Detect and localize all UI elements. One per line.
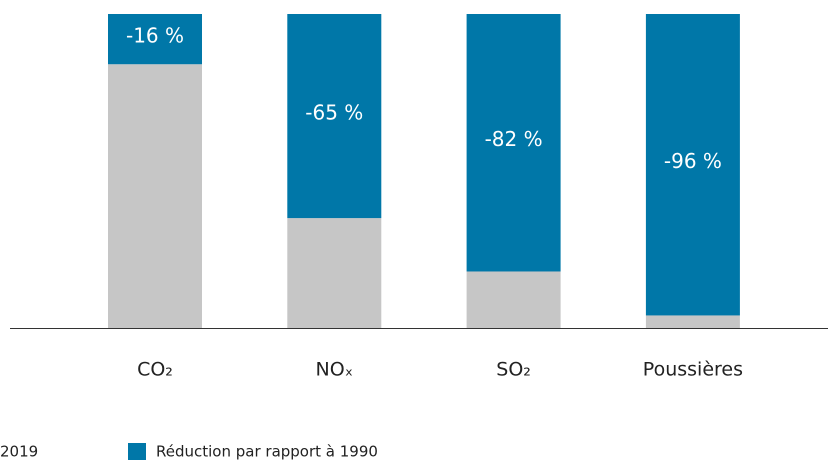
value-label: -65 % xyxy=(305,101,363,125)
bar-segment xyxy=(466,271,561,328)
x-tick-label: NOₓ xyxy=(315,359,353,381)
x-tick-label: Poussières xyxy=(643,359,743,381)
legend-label: Réduction par rapport à 1990 xyxy=(156,443,378,460)
bar-segment xyxy=(108,14,202,65)
legend-label: 2019 xyxy=(0,443,38,460)
bar-segment xyxy=(287,14,382,219)
value-label: -82 % xyxy=(485,127,543,151)
bar-segment xyxy=(108,64,202,329)
bar-segment xyxy=(645,14,740,316)
legend-swatch xyxy=(128,443,146,460)
bar-segment xyxy=(466,14,561,272)
x-tick-label: SO₂ xyxy=(496,359,531,381)
x-tick-label: CO₂ xyxy=(137,359,173,381)
bar-segment xyxy=(645,315,740,328)
bar-segment xyxy=(287,218,382,328)
value-label: -16 % xyxy=(126,24,184,48)
value-label: -96 % xyxy=(664,149,722,173)
